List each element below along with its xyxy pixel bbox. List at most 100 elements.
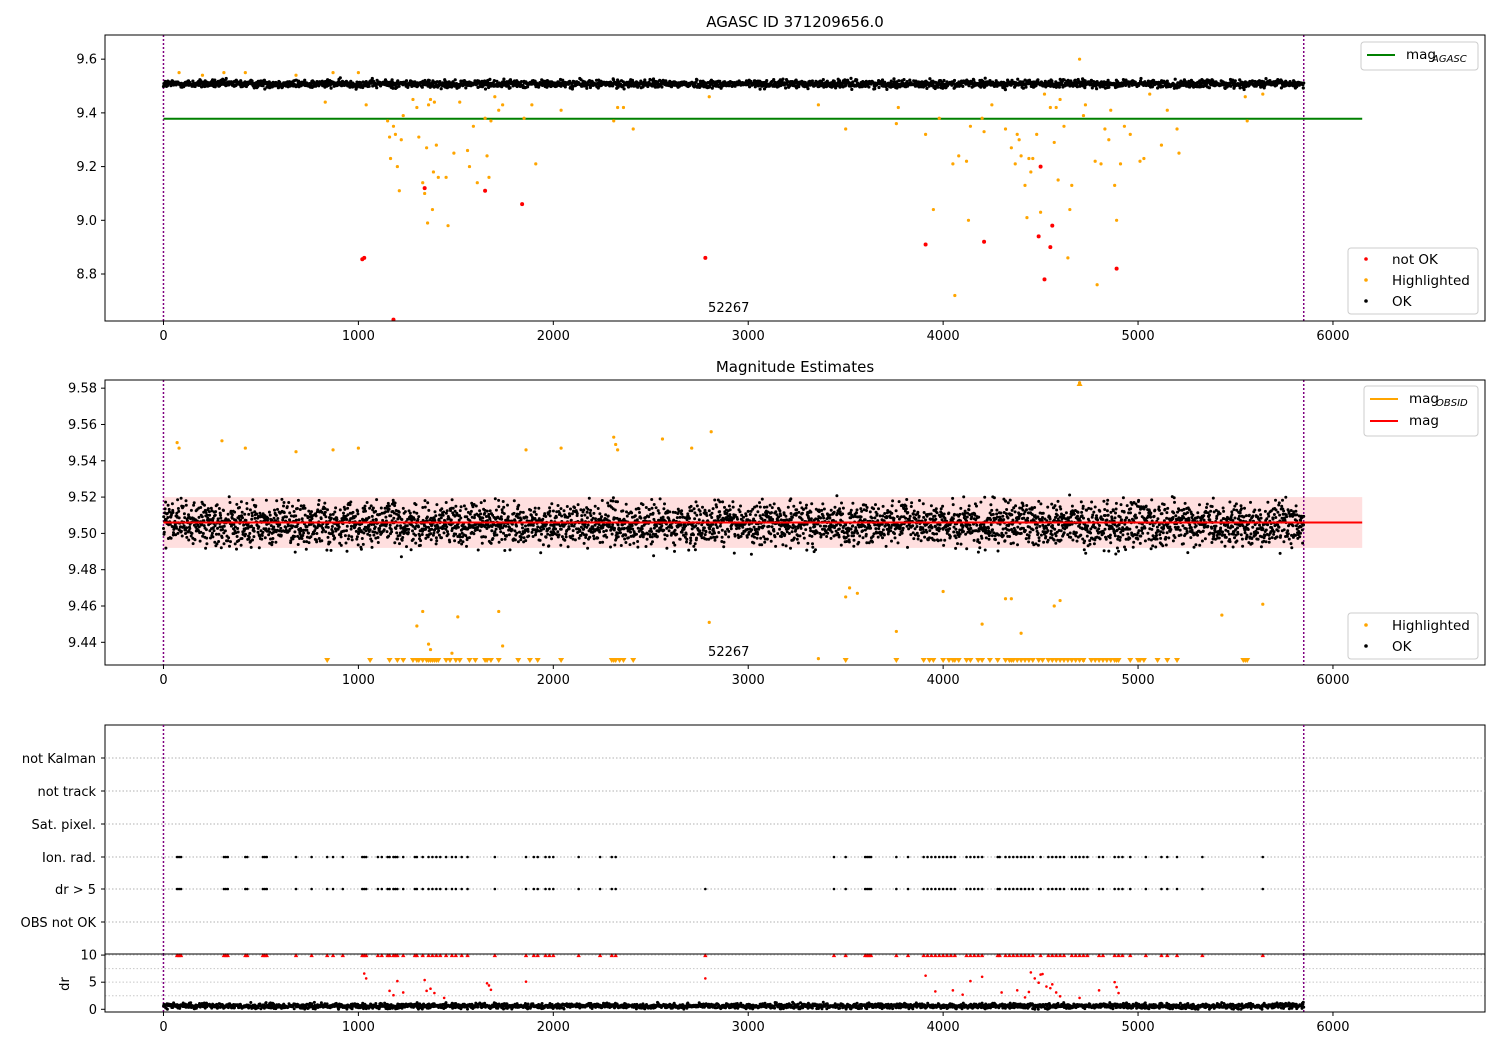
- dr-clipped-marker: [430, 953, 435, 958]
- dr-high-point: [425, 989, 428, 993]
- ion-rad-flag-point: [427, 855, 430, 859]
- out-of-range-marker: [940, 658, 947, 663]
- highlighted-point: [425, 146, 429, 150]
- highlighted-point: [1122, 124, 1127, 128]
- dr-clipped-marker: [434, 953, 439, 958]
- highlighted-point: [931, 207, 935, 212]
- highlighted-point: [446, 224, 450, 228]
- out-of-range-marker: [612, 658, 619, 663]
- dr-gt5-flag-point: [577, 887, 580, 891]
- dr-gt5-flag-point: [444, 887, 448, 891]
- highlighted-point: [434, 143, 438, 147]
- dr-clipped-marker: [968, 953, 973, 958]
- out-of-range-marker: [1002, 658, 1009, 663]
- out-of-range-marker: [386, 658, 393, 663]
- ion-rad-flag-point: [310, 855, 313, 859]
- dr-clipped-marker: [1007, 953, 1012, 958]
- out-of-range-marker: [1127, 658, 1134, 663]
- highlighted-point: [497, 108, 501, 112]
- dr-gt5-flag-point: [832, 887, 836, 891]
- dr-clipped-marker: [1050, 953, 1055, 958]
- ion-rad-flag-point: [1117, 855, 1120, 859]
- out-of-range-marker: [394, 658, 401, 663]
- dr-gt5-flag-point: [175, 887, 179, 891]
- dr-gt5-flag-point: [1027, 887, 1031, 891]
- ion-rad-flag-point: [1004, 855, 1007, 859]
- highlighted-point: [1113, 183, 1117, 187]
- highlighted-point: [923, 132, 928, 136]
- x-tick-label: 3000: [732, 673, 765, 688]
- dr-gt5-flag-point: [1058, 887, 1062, 891]
- dr-clipped-marker: [1120, 953, 1125, 958]
- ion-rad-flag-point: [552, 855, 555, 859]
- dr-gt5-flag-point: [222, 887, 226, 891]
- out-of-range-marker: [1099, 658, 1106, 663]
- out-of-range-marker: [526, 658, 533, 663]
- dr-gt5-flag-point: [1054, 887, 1058, 891]
- dr-gt5-flag-point: [388, 887, 391, 891]
- dr-gt5-flag-point: [1050, 887, 1054, 891]
- highlighted-point: [430, 207, 435, 212]
- dr-gt5-flag-point: [895, 887, 898, 891]
- highlighted-point: [1128, 132, 1132, 136]
- highlighted-point: [844, 127, 848, 131]
- y-tick-label: 5: [89, 976, 97, 991]
- highlighted-point: [1165, 108, 1169, 112]
- dr-clipped-marker: [905, 953, 911, 958]
- highlighted-point: [1068, 207, 1072, 212]
- y-tick-label: 9.50: [68, 527, 97, 542]
- legend-marker: [1364, 644, 1368, 648]
- out-of-range-marker: [447, 658, 453, 663]
- flag-category-label: OBS not OK: [21, 916, 97, 931]
- ion-rad-flag-point: [1074, 855, 1077, 859]
- axes-frame: [104, 724, 1486, 955]
- y-tick-label: 0: [89, 1003, 97, 1018]
- highlighted-point: [1099, 162, 1103, 166]
- dr-clipped-marker: [178, 953, 184, 958]
- ion-rad-flag-point: [265, 855, 269, 859]
- highlighted-point: [1066, 256, 1070, 260]
- highlighted-point: [534, 162, 538, 166]
- ion-rad-flag-point: [922, 855, 925, 859]
- dr-gt5-flag-point: [1086, 887, 1089, 891]
- ion-rad-flag-point: [415, 855, 419, 859]
- highlighted-point: [1009, 146, 1013, 150]
- dr-clipped-marker: [1022, 953, 1028, 958]
- dr-clipped-marker: [1128, 953, 1133, 958]
- out-of-range-marker: [484, 658, 491, 663]
- y-tick-label: 9.58: [68, 382, 97, 397]
- highlighted-point: [411, 97, 415, 102]
- not-ok-point: [483, 188, 488, 193]
- dr-gt5-flag-point: [1023, 887, 1027, 891]
- dr-high-point: [485, 981, 489, 985]
- highlighted-point: [465, 148, 470, 153]
- highlighted-point: [1148, 92, 1152, 96]
- highlighted-point: [1019, 631, 1023, 635]
- ion-rad-flag-point: [895, 855, 898, 859]
- panel-agasc-magnitude: 0 1000 2000 3000 4000 5000 6000 8.8 9.0 9.2 9.4 9.6…: [76, 13, 1486, 344]
- dr-gt5-flag-point: [1039, 887, 1042, 891]
- dr-high-point: [1045, 985, 1048, 988]
- highlighted-point: [1009, 597, 1013, 601]
- y-tick-label: 9.56: [68, 418, 97, 433]
- dr-high-point: [442, 996, 446, 1000]
- highlighted-point: [1013, 162, 1017, 166]
- highlighted-point: [844, 595, 848, 599]
- highlighted-point: [426, 103, 431, 107]
- out-of-range-marker: [324, 658, 331, 663]
- dr-high-point: [1050, 983, 1054, 986]
- highlighted-point: [621, 105, 626, 110]
- dr-clipped-marker: [1030, 953, 1035, 958]
- ion-rad-flag-point: [1078, 855, 1081, 859]
- ok-points: [162, 493, 1306, 559]
- dr-high-point: [1115, 985, 1118, 989]
- ion-rad-flag-point: [362, 855, 366, 859]
- highlighted-point: [522, 116, 526, 120]
- out-of-range-marker: [435, 658, 442, 663]
- dr-clipped-marker: [868, 953, 874, 958]
- dr-gt5-flag-point: [934, 887, 937, 891]
- out-of-range-marker: [1244, 658, 1251, 663]
- highlighted-point: [1058, 598, 1062, 603]
- not-ok-point: [1042, 277, 1047, 282]
